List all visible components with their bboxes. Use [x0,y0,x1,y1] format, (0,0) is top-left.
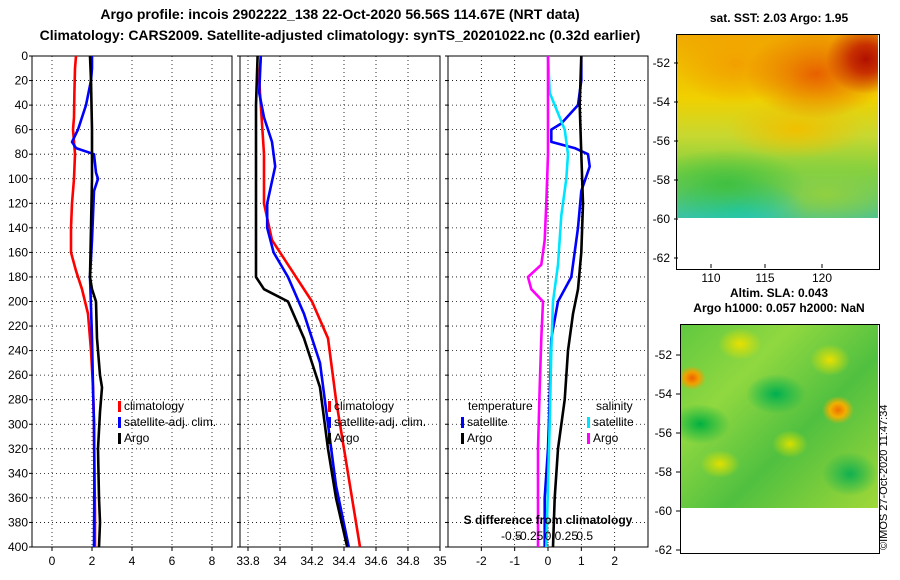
diff-legend-label: Argo [467,431,493,445]
x-tick-label: -1 [509,554,520,568]
y-tick-label: 100 [8,172,28,186]
series-temperature-argo [551,56,585,547]
temp-legend-swatch [118,417,121,428]
x-tick-label: 2 [89,554,96,568]
x-tick-label: 34.4 [332,554,356,568]
y-tick-label: 0 [21,49,28,63]
y-tick-label: 340 [8,466,28,480]
diff-legend-title-salinity: salinity [596,399,633,413]
y-tick-label: 220 [8,319,28,333]
sla-map-frame [680,324,880,554]
series-argo [254,56,349,547]
x-tick-label: 1 [578,554,585,568]
y-tick-label: 160 [8,245,28,259]
y-tick-label: 320 [8,442,28,456]
s-diff-tick-label: 0 [545,529,552,543]
x-tick-label: 34.8 [396,554,420,568]
panel-1: 0 2 4 6 802040608010012014016018020022024026… [8,49,233,568]
s-diff-tick-label: 0.5 [576,529,593,543]
temp-legend-label: climatology [124,399,184,413]
series-salinity-satellite [545,56,570,547]
temp-legend-label: Argo [124,431,150,445]
diff-legend-label: satellite [467,415,508,429]
x-tick-label: 34.2 [300,554,324,568]
y-tick-label: 20 [15,74,29,88]
series-satellite-adj-clim- [70,56,100,547]
s-diff-tick-label: -0.5 [501,529,522,543]
sal-legend-swatch [328,433,331,444]
sst-map-frame [676,34,880,270]
y-tick-label: 360 [8,491,28,505]
sst-x-tick-label: 120 [812,271,832,285]
x-tick-label: 6 [169,554,176,568]
series-satellite-adj-clim- [257,56,351,547]
sst-map-blank-area [676,218,878,268]
s-diff-axis-label: S difference from climatology [464,513,633,527]
sal-legend-swatch [328,401,331,412]
temp-legend-swatch [118,433,121,444]
diff-legend-title-temperature: temperature [468,399,533,413]
sal-legend-label: satellite-adj. clim. [334,415,426,429]
sst-x-tick-label: 115 [755,271,774,285]
y-tick-label: 180 [8,270,28,284]
y-tick-label: 200 [8,295,28,309]
series-salinity-argo [526,56,550,547]
x-tick-label: 33.8 [236,554,260,568]
sla-map-blank-area [680,508,878,552]
sla-panel-subtitle: Argo h1000: 0.057 h2000: NaN [693,301,865,315]
diff-legend-label: satellite [593,415,634,429]
temp-legend-label: satellite-adj. clim. [124,415,216,429]
sst-map-image [676,34,878,218]
x-tick-label: 34 [273,554,287,568]
imos-credit: ©IMOS 27-Oct-2020 11:47:34 [878,404,890,550]
series-argo [88,56,104,547]
x-tick-label: -2 [476,554,487,568]
diff-legend-swatch [587,417,590,428]
x-tick-label: 0 [545,554,552,568]
x-tick-label: 35 [433,554,447,568]
y-tick-label: 60 [15,123,29,137]
diff-legend-swatch [461,433,464,444]
sla-panel-title: Altim. SLA: 0.043 [729,286,829,300]
sal-legend-label: climatology [334,399,394,413]
y-tick-label: 40 [15,98,29,112]
panel-2: 33.8 34 34.2 34.4 34.6 34.8 35 [236,55,447,568]
x-tick-label: 2 [611,554,618,568]
s-diff-tick-label: -0.25 [516,529,544,543]
y-tick-label: 260 [8,368,28,382]
diff-legend-label: Argo [593,431,619,445]
y-tick-label: 140 [8,221,28,235]
x-tick-label: 8 [209,554,216,568]
temp-legend-swatch [118,401,121,412]
sal-legend-label: Argo [334,431,360,445]
y-tick-label: 80 [15,147,29,161]
sla-map-image [680,324,878,508]
y-tick-label: 120 [8,196,28,210]
x-tick-label: 0 [49,554,56,568]
y-tick-label: 400 [8,540,28,554]
y-tick-label: 280 [8,393,28,407]
x-tick-label: 4 [129,554,136,568]
y-tick-label: 300 [8,417,28,431]
s-diff-tick-label: 0.25 [555,529,579,543]
y-tick-label: 240 [8,344,28,358]
profile-plots: 0 2 4 6 802040608010012014016018020022024026… [8,49,649,568]
panel-3: -2 -1 0 1 2 [445,55,649,568]
y-tick-label: 380 [8,515,28,529]
sst-x-tick-label: 110 [701,271,720,285]
chart-subtitle: Climatology: CARS2009. Satellite-adjuste… [39,27,641,43]
diff-legend-swatch [587,433,590,444]
sst-panel-title: sat. SST: 2.03 Argo: 1.95 [709,11,849,25]
sal-legend-swatch [328,417,331,428]
diff-legend-swatch [461,417,464,428]
x-tick-label: 34.6 [364,554,388,568]
chart-title: Argo profile: incois 2902222_138 22-Oct-… [100,6,580,22]
